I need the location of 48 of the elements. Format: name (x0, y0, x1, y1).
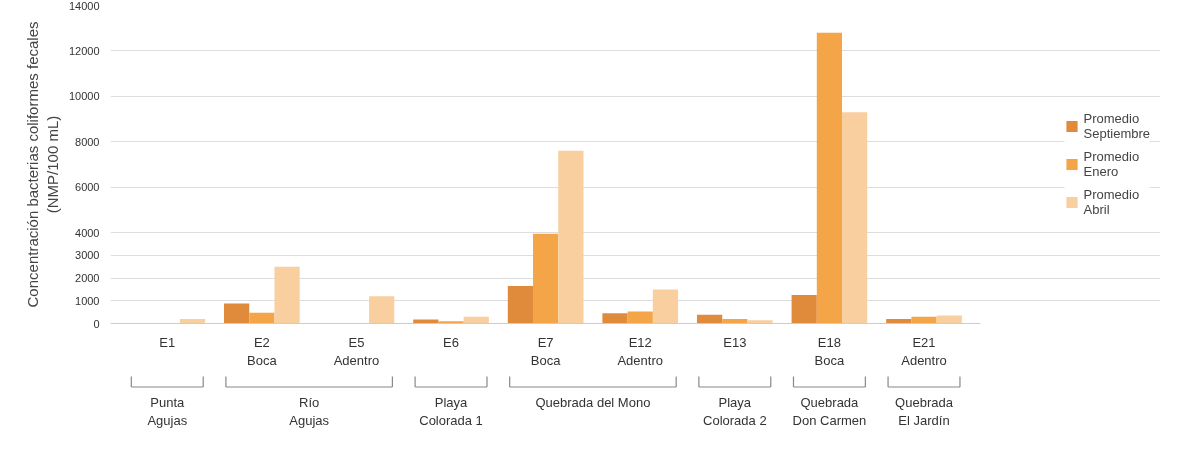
legend-label: Promedio Enero (1083, 149, 1140, 179)
text: Punta Agujas (147, 394, 188, 428)
bar (791, 295, 817, 324)
bar (602, 313, 628, 324)
x-tick-label: E21 Adentro (901, 334, 947, 368)
bar (224, 303, 250, 324)
y-tick-label: 4000 (75, 226, 100, 239)
x-tick-label: E13 (723, 334, 747, 350)
text: Quebrada El Jardín (895, 394, 954, 428)
legend-label: Promedio Abril (1083, 187, 1140, 217)
bar (533, 233, 559, 324)
bar (911, 316, 937, 324)
y-tick-label: 14000 (68, 0, 100, 12)
text: Quebrada Don Carmen (792, 394, 867, 428)
x-tick-label: E1 (159, 334, 176, 350)
bar (413, 319, 439, 324)
y-tick-label: 0 (93, 317, 100, 330)
text: Río Agujas (289, 394, 330, 428)
text: Playa Colorada 1 (419, 394, 483, 428)
bar (507, 286, 534, 324)
bar (558, 150, 584, 324)
y-tick-label: 2000 (75, 272, 100, 285)
y-tick-label: 12000 (68, 44, 100, 57)
x-tick-label: E2 Boca (247, 334, 278, 368)
bar (816, 32, 843, 324)
y-tick-label: 1000 (75, 294, 100, 307)
y-tick-label: 6000 (75, 181, 100, 194)
legend-label: Promedio Septiembre (1083, 111, 1150, 141)
bar (747, 320, 773, 324)
bar (652, 289, 679, 324)
x-tick-label: E12 Adentro (617, 334, 664, 368)
bar (842, 112, 868, 324)
bar (627, 311, 653, 324)
bar (696, 314, 723, 324)
bar (249, 312, 275, 324)
y-tick-label: 3000 (75, 249, 100, 262)
bar (274, 266, 300, 324)
text: Playa Colorada 2 (703, 394, 767, 428)
text: Quebrada del Mono (535, 394, 651, 410)
x-tick-label: E7 Boca (530, 334, 562, 368)
y-axis-title: Concentración bacterias coliformes fecales (NMP/100 mL) (23, 21, 61, 308)
x-tick-label: E6 (443, 334, 459, 350)
x-tick-label: E18 Boca (814, 334, 845, 368)
y-tick-label: 10000 (68, 90, 100, 103)
bar (438, 321, 464, 324)
x-tick-label: E5 Adentro (333, 334, 380, 368)
y-tick-label: 8000 (75, 135, 100, 148)
bar (369, 296, 395, 324)
